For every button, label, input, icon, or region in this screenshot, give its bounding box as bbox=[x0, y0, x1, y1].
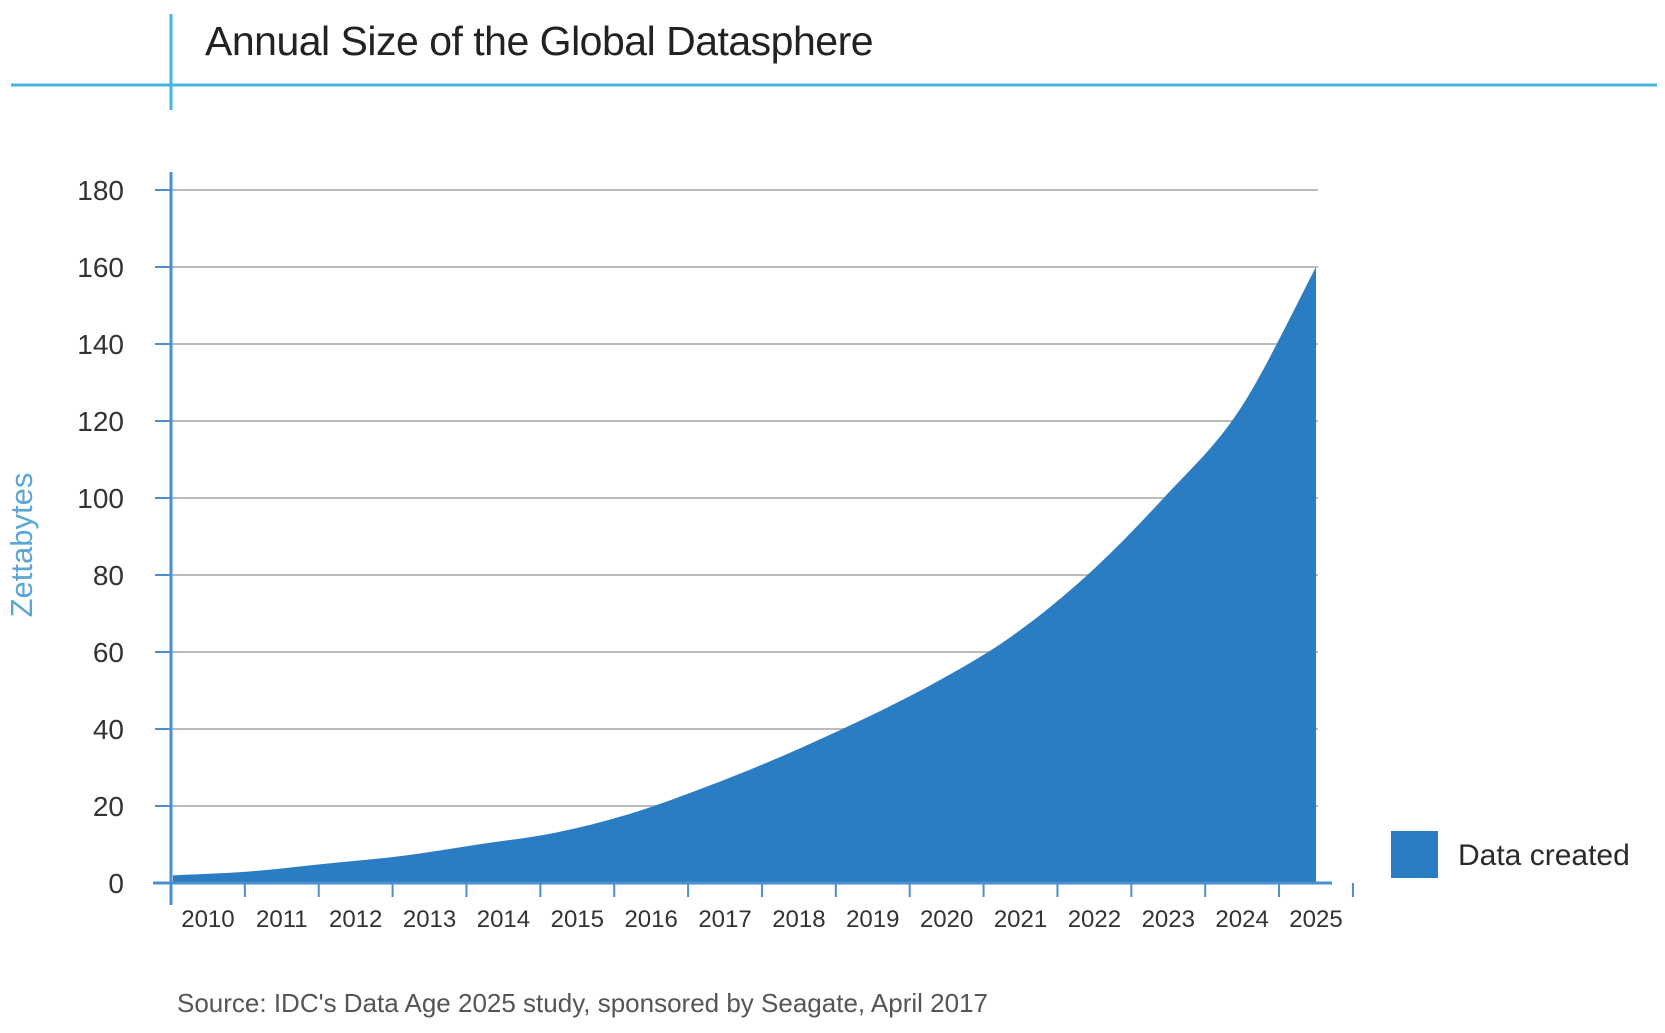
x-tick-label-2016: 2016 bbox=[624, 906, 677, 933]
y-tick-label-140: 140 bbox=[77, 329, 124, 360]
y-tick-label-20: 20 bbox=[93, 791, 124, 822]
legend-label: Data created bbox=[1458, 839, 1630, 872]
gridlines bbox=[157, 189, 1318, 807]
y-tick-labels: 0 20 40 60 80 100 120 140 160 180 bbox=[77, 175, 124, 899]
source-note: Source: IDC's Data Age 2025 study, spons… bbox=[177, 988, 988, 1018]
x-tick-label-2013: 2013 bbox=[403, 906, 456, 933]
legend-swatch bbox=[1391, 831, 1438, 878]
x-tick-label-2021: 2021 bbox=[994, 906, 1047, 933]
x-tick-label-2010: 2010 bbox=[181, 906, 234, 933]
x-tick-labels: 2010 2011 2012 2013 2014 2015 2016 2017 2018 2019… bbox=[181, 906, 1342, 933]
x-tick-label-2012: 2012 bbox=[329, 906, 382, 933]
chart-title: Annual Size of the Global Datasphere bbox=[205, 18, 874, 64]
x-tick-label-2015: 2015 bbox=[551, 906, 604, 933]
x-tick-label-2025: 2025 bbox=[1289, 906, 1342, 933]
x-tick-label-2023: 2023 bbox=[1142, 906, 1195, 933]
x-tick-label-2017: 2017 bbox=[698, 906, 751, 933]
x-tick-label-2020: 2020 bbox=[920, 906, 973, 933]
y-tick-label-120: 120 bbox=[77, 406, 124, 437]
y-tick-label-180: 180 bbox=[77, 175, 124, 206]
series-area-data-created bbox=[173, 267, 1316, 883]
y-tick-label-100: 100 bbox=[77, 483, 124, 514]
y-tick-label-0: 0 bbox=[108, 868, 124, 899]
area-layer bbox=[173, 267, 1316, 883]
x-tick-label-2011: 2011 bbox=[256, 906, 308, 933]
y-tick-label-60: 60 bbox=[93, 637, 124, 668]
y-tick-label-160: 160 bbox=[77, 252, 124, 283]
x-tick-label-2024: 2024 bbox=[1215, 906, 1268, 933]
x-tick-label-2022: 2022 bbox=[1068, 906, 1121, 933]
x-tick-label-2014: 2014 bbox=[477, 906, 530, 933]
y-tick-label-40: 40 bbox=[93, 714, 124, 745]
x-tick-label-2019: 2019 bbox=[846, 906, 899, 933]
x-tick-label-2018: 2018 bbox=[772, 906, 825, 933]
axes bbox=[153, 172, 1354, 905]
y-tick-label-80: 80 bbox=[93, 560, 124, 591]
y-axis-label: Zettabytes bbox=[4, 472, 39, 618]
